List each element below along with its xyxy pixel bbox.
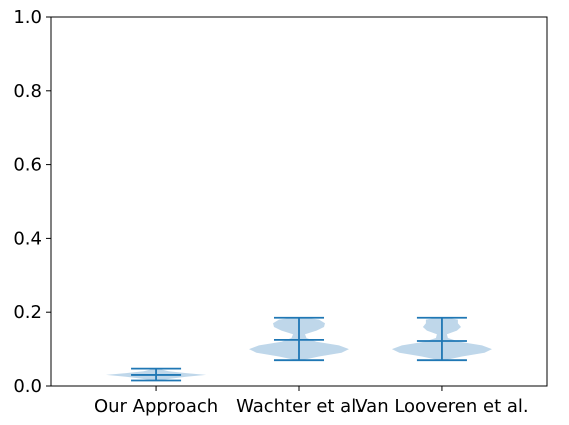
y-tick-label: 0.4 <box>13 228 42 249</box>
y-tick-label: 0.2 <box>13 302 42 323</box>
x-tick-label: Van Looveren et al. <box>355 396 528 417</box>
y-tick-label: 0.6 <box>13 155 42 176</box>
y-axis: 0.0 0.2 0.4 0.6 0.8 1.0 <box>13 7 51 397</box>
y-tick-label: 0.8 <box>13 81 42 102</box>
x-axis: Our Approach Wachter et al.Van Looveren e… <box>94 386 529 417</box>
y-tick-label: 1.0 <box>13 7 42 28</box>
x-tick-label: Our Approach <box>94 396 218 417</box>
y-tick-label: 0.0 <box>13 376 42 397</box>
x-tick-label: Wachter et al. <box>236 396 362 417</box>
violin-stat-lines <box>131 316 467 382</box>
